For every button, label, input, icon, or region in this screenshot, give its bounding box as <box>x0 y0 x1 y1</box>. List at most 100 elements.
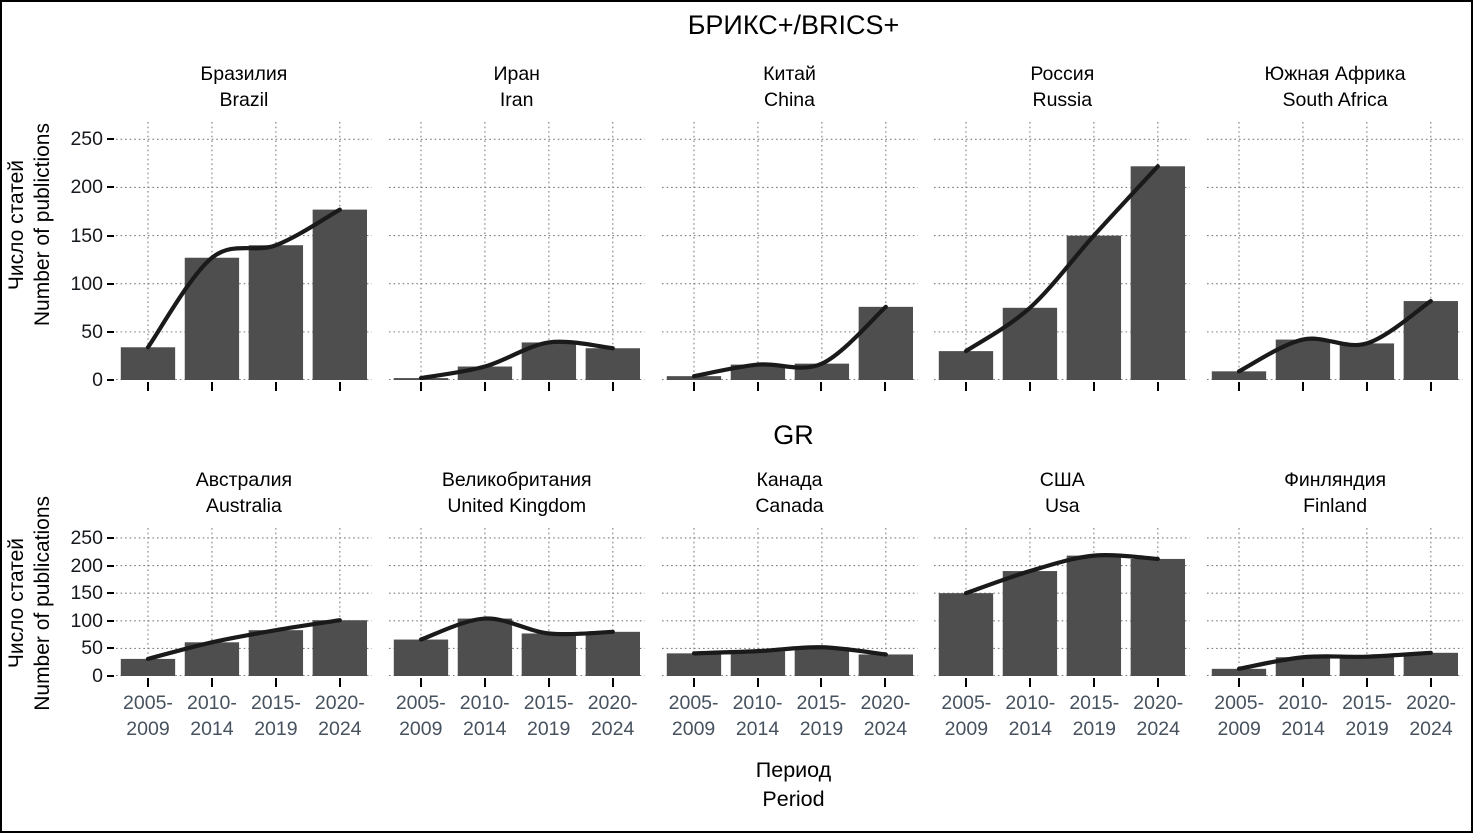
x-tick-mark <box>611 678 614 687</box>
x-tick-label: 2005- 2009 <box>116 690 180 748</box>
x-tick-label-line2: 2009 <box>399 718 443 740</box>
x-tick-label: 2010- 2014 <box>998 690 1062 748</box>
x-tick-label-line2: 2019 <box>799 718 844 740</box>
x-tick-label-line1: 2015- <box>796 692 847 714</box>
facet-panel-australia: Австралия Australia 2005- 2009 2010- 2014 2015… <box>116 458 372 748</box>
facet-panels: Бразилия Brazil Иран Iran Китай China Россия Ru… <box>116 56 1471 394</box>
facet-title-en: Usa <box>1044 495 1080 517</box>
facet-row-brics: Число статей Number of publictions 0 50 100 1… <box>2 56 1471 394</box>
facet-row-gr: Число статей Number of publications 0 50 100… <box>2 458 1471 748</box>
x-tick-label-line2: 2019 <box>254 718 298 740</box>
bar-2020-2024 <box>1131 558 1186 676</box>
facet-title-brazil: Бразилия Brazil <box>116 56 372 122</box>
x-tick-label: 2010- 2014 <box>726 690 790 748</box>
facet-title-iran: Иран Iran <box>389 56 645 122</box>
facet-title-ru: Южная Африка <box>1264 63 1406 85</box>
bar-2020-2024 <box>585 631 640 676</box>
x-tick-mark <box>1157 678 1160 687</box>
trend-line <box>691 645 888 657</box>
facet-title-ru: Иран <box>493 63 540 85</box>
x-tick-label-line2: 2024 <box>863 718 908 740</box>
x-tick-mark <box>338 678 341 687</box>
plot-area-finland <box>1207 528 1463 677</box>
y-tick-mark <box>107 564 114 567</box>
x-tick-mark <box>1093 382 1096 391</box>
facet-title-china: Китай China <box>662 56 918 122</box>
x-tick-label: 2020- 2024 <box>1126 690 1190 748</box>
x-tick-mark <box>1157 382 1160 391</box>
bar-2005-2009 <box>1211 668 1267 676</box>
x-tick-mark <box>965 678 968 687</box>
facet-title-united-kingdom: Великобритания United Kingdom <box>389 458 645 528</box>
y-axis-title-en: Number of publications <box>31 495 54 711</box>
x-tick-label-line1: 2010- <box>732 692 783 714</box>
x-tick-mark <box>210 382 213 391</box>
plot-area-australia <box>116 528 372 677</box>
plot-area-brazil <box>116 122 372 381</box>
facet-panel-canada: Канада Canada 2005- 2009 2010- 2014 2015- 2019 2… <box>661 458 918 748</box>
x-tick-label: 2015- 2019 <box>517 690 581 748</box>
x-tick-mark <box>756 382 759 391</box>
facet-title-finland: Финляндия Finland <box>1207 458 1463 528</box>
facet-title-en: China <box>764 89 815 111</box>
plot-area-china <box>661 122 918 381</box>
x-tick-label-line2: 2024 <box>1409 718 1453 740</box>
x-tick-label-line2: 2009 <box>1217 718 1261 740</box>
y-tick-mark <box>107 234 114 237</box>
x-tick-label: 2015- 2019 <box>1062 690 1126 748</box>
x-tick-labels: 2005- 2009 2010- 2014 2015- 2019 2020- 2024 <box>116 690 372 748</box>
x-tick-mark <box>1238 678 1241 687</box>
trend-line <box>1237 650 1434 671</box>
bar-2010-2014 <box>1003 571 1058 676</box>
x-tick-mark <box>1366 382 1369 391</box>
facet-panel-usa: США Usa 2005- 2009 2010- 2014 2015- 2019 2020- 20… <box>934 458 1191 748</box>
y-tick-label: 50 <box>81 637 103 660</box>
x-tick-label: 2015- 2019 <box>1335 690 1399 748</box>
x-tick-mark <box>1029 678 1032 687</box>
bar-2015-2019 <box>1339 656 1395 676</box>
facet-title-australia: Австралия Australia <box>116 458 372 528</box>
trend-line <box>145 207 342 350</box>
x-tick-label: 2020- 2024 <box>853 690 917 748</box>
facet-title-ru: США <box>1039 469 1085 491</box>
x-tick-label-line2: 2019 <box>1072 718 1116 740</box>
facet-panel-china: Китай China <box>661 56 918 394</box>
y-tick-mark <box>107 379 114 381</box>
x-tick-label-line2: 2009 <box>671 718 716 740</box>
plot-area-russia <box>934 122 1191 381</box>
x-axis-ticks <box>389 676 645 690</box>
x-axis-ticks <box>116 676 372 690</box>
bar-2020-2024 <box>1403 652 1459 676</box>
facet-title-ru: Китай <box>763 63 816 85</box>
bar-2010-2014 <box>457 618 512 676</box>
x-tick-label-line2: 2024 <box>318 718 362 740</box>
x-tick-label: 2010- 2014 <box>1271 690 1335 748</box>
x-tick-mark <box>338 382 341 391</box>
x-tick-mark <box>274 382 277 391</box>
x-tick-label-line1: 2020- <box>314 692 365 714</box>
facet-title-en: South Africa <box>1282 89 1388 111</box>
x-tick-label-line2: 2014 <box>1281 718 1325 740</box>
facet-panel-finland: Финляндия Finland 2005- 2009 2010- 2014 2015- 2… <box>1207 458 1463 748</box>
x-tick-mark <box>756 678 759 687</box>
x-tick-label: 2005- 2009 <box>934 690 998 748</box>
x-tick-mark <box>547 678 550 687</box>
x-tick-label-line2: 2014 <box>1008 718 1053 740</box>
facet-title-en: United Kingdom <box>447 495 587 517</box>
x-tick-label-line1: 2005- <box>1214 692 1265 714</box>
bar-2005-2009 <box>1211 371 1267 380</box>
y-axis-title-ru: Число статей <box>5 159 28 291</box>
x-axis-ticks <box>389 380 645 394</box>
bar-2020-2024 <box>1403 301 1459 380</box>
x-tick-label-line1: 2010- <box>1005 692 1056 714</box>
x-tick-label: 2010- 2014 <box>180 690 244 748</box>
x-tick-label-line2: 2024 <box>590 718 635 740</box>
x-tick-mark <box>611 382 614 391</box>
y-tick-mark <box>107 619 114 622</box>
facet-title-en: Brazil <box>219 89 269 111</box>
x-axis-ticks <box>1207 676 1463 690</box>
facet-title-russia: Россия Russia <box>934 56 1190 122</box>
y-tick-mark <box>107 675 114 677</box>
y-axis-ticks: 0 50 100 150 200 250 <box>58 122 116 390</box>
